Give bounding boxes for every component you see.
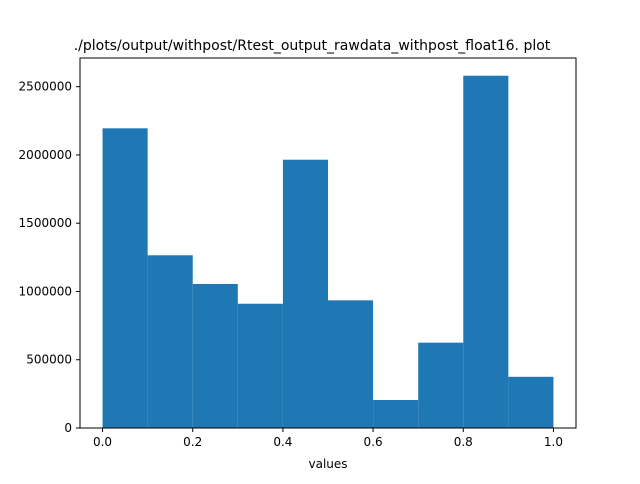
histogram-bar (328, 300, 374, 428)
histogram-bar (373, 400, 419, 428)
chart-title: ./plots/output/withpost/Rtest_output_raw… (74, 38, 551, 54)
histogram-bar (192, 283, 238, 428)
histogram-bar (508, 376, 554, 428)
x-tick-label: 0.4 (273, 435, 292, 449)
y-tick-label: 500000 (26, 353, 72, 367)
histogram-bar (237, 303, 283, 428)
y-tick-label: 2000000 (19, 148, 72, 162)
histogram-bar (418, 342, 464, 428)
bars-group (102, 75, 554, 428)
y-axis: 0 500000 1000000 1500000 2000000 2500000 (19, 80, 80, 435)
histogram-bar (463, 75, 509, 428)
x-axis: 0.0 0.2 0.4 0.6 0.8 1.0 (93, 428, 563, 449)
x-tick-label: 0.6 (364, 435, 383, 449)
histogram-bar (282, 159, 328, 428)
histogram-bar (102, 128, 148, 428)
x-tick-label: 0.0 (93, 435, 112, 449)
x-tick-label: 0.8 (454, 435, 473, 449)
y-tick-label: 0 (64, 421, 72, 435)
y-tick-label: 2500000 (19, 80, 72, 94)
x-tick-label: 0.2 (183, 435, 202, 449)
y-tick-label: 1500000 (19, 216, 72, 230)
plot-frame (79, 57, 577, 429)
y-tick-label: 1000000 (19, 284, 72, 298)
x-axis-label: values (308, 457, 347, 471)
x-tick-label: 1.0 (544, 435, 563, 449)
histogram-bar (147, 255, 193, 428)
